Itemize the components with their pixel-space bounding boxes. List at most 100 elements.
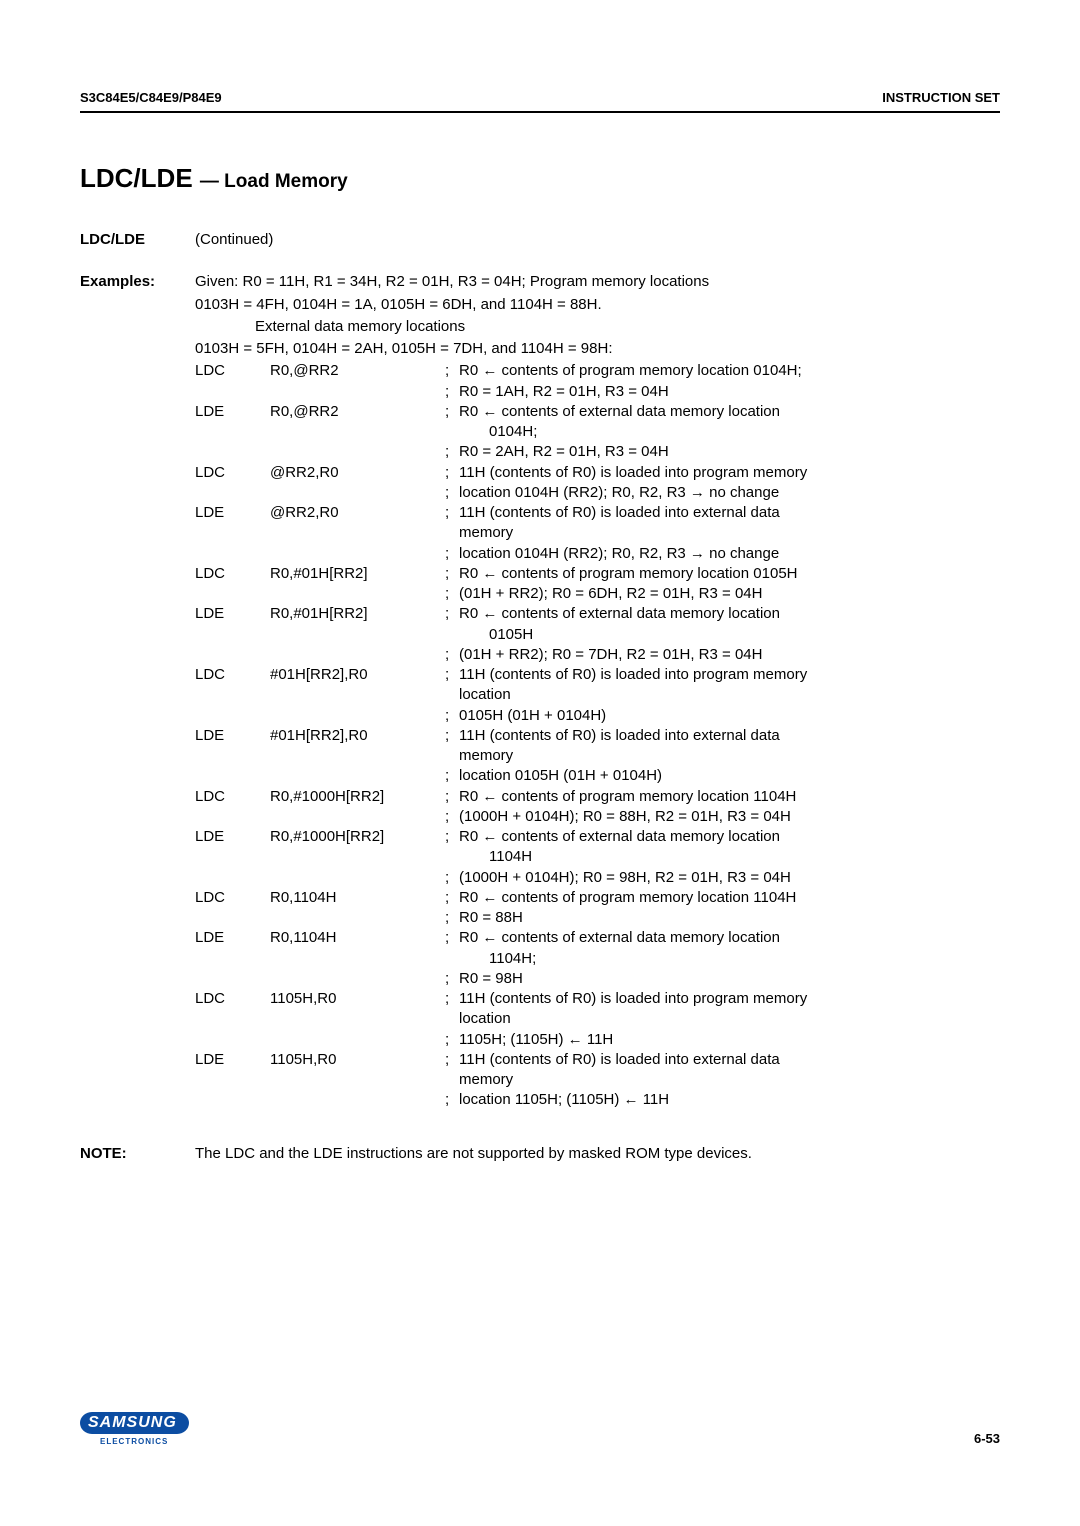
comment-semicolon: ;	[445, 1090, 459, 1110]
comment-semicolon: ;	[445, 442, 459, 462]
comment-semicolon: ;	[445, 1030, 459, 1050]
code-row: memory	[195, 523, 1000, 543]
comment-text: memory	[459, 523, 1000, 543]
header-left: S3C84E5/C84E9/P84E9	[80, 90, 222, 105]
examples-label: Examples:	[80, 272, 195, 292]
comment-text: 11H (contents of R0) is loaded into exte…	[459, 726, 1000, 746]
code-row: LDE#01H[RR2],R0;11H (contents of R0) is …	[195, 726, 1000, 746]
code-row: ;location 0105H (01H + 0104H)	[195, 766, 1000, 786]
section-label: LDC/LDE	[80, 230, 195, 250]
comment-text: R0 ← contents of external data memory lo…	[459, 827, 1000, 847]
given-line-1: 0103H = 4FH, 0104H = 1A, 0105H = 6DH, an…	[195, 295, 1000, 315]
page-number: 6-53	[974, 1431, 1000, 1446]
code-row: LDER0,#01H[RR2];R0 ← contents of externa…	[195, 604, 1000, 624]
comment-text: 11H (contents of R0) is loaded into prog…	[459, 463, 1000, 483]
operand: R0,1104H	[270, 888, 445, 908]
continued-text: (Continued)	[195, 230, 1000, 250]
comment-semicolon: ;	[445, 564, 459, 584]
code-row: ;R0 = 2AH, R2 = 01H, R3 = 04H	[195, 442, 1000, 462]
operand: R0,@RR2	[270, 402, 445, 422]
code-row: LDER0,@RR2;R0 ← contents of external dat…	[195, 402, 1000, 422]
title-sub: — Load Memory	[200, 171, 348, 192]
comment-semicolon: ;	[445, 989, 459, 1009]
comment-text: (1000H + 0104H); R0 = 88H, R2 = 01H, R3 …	[459, 807, 1000, 827]
code-row: 0105H	[195, 625, 1000, 645]
comment-text: R0 = 2AH, R2 = 01H, R3 = 04H	[459, 442, 1000, 462]
operand: R0,1104H	[270, 928, 445, 948]
code-row: ;R0 = 88H	[195, 908, 1000, 928]
code-table: LDCR0,@RR2;R0 ← contents of program memo…	[195, 361, 1000, 1110]
code-row: ;location 0104H (RR2); R0, R2, R3 → no c…	[195, 483, 1000, 503]
comment-text: R0 = 98H	[459, 969, 1000, 989]
comment-semicolon: ;	[445, 402, 459, 422]
code-row: ;(01H + RR2); R0 = 6DH, R2 = 01H, R3 = 0…	[195, 584, 1000, 604]
comment-semicolon: ;	[445, 706, 459, 726]
comment-text: 11H (contents of R0) is loaded into prog…	[459, 989, 1000, 1009]
comment-semicolon: ;	[445, 868, 459, 888]
comment-text: location 0105H (01H + 0104H)	[459, 766, 1000, 786]
comment-semicolon: ;	[445, 787, 459, 807]
comment-semicolon: ;	[445, 665, 459, 685]
code-row: location	[195, 1009, 1000, 1029]
comment-text: 1105H; (1105H) ← 11H	[459, 1030, 1000, 1050]
code-row: ;location 1105H; (1105H) ← 11H	[195, 1090, 1000, 1110]
mnemonic: LDE	[195, 503, 270, 523]
comment-semicolon: ;	[445, 382, 459, 402]
comment-text: R0 = 1AH, R2 = 01H, R3 = 04H	[459, 382, 1000, 402]
comment-text: R0 ← contents of program memory location…	[459, 564, 1000, 584]
comment-text: R0 = 88H	[459, 908, 1000, 928]
comment-text: memory	[459, 746, 1000, 766]
mnemonic: LDE	[195, 726, 270, 746]
code-row: LDER0,1104H;R0 ← contents of external da…	[195, 928, 1000, 948]
comment-semicolon: ;	[445, 766, 459, 786]
title-main: LDC/LDE	[80, 163, 193, 193]
operand: 1105H,R0	[270, 989, 445, 1009]
operand: #01H[RR2],R0	[270, 665, 445, 685]
page-title: LDC/LDE — Load Memory	[80, 163, 1000, 194]
code-row: LDCR0,1104H;R0 ← contents of program mem…	[195, 888, 1000, 908]
comment-text: R0 ← contents of program memory location…	[459, 361, 1000, 381]
comment-semicolon: ;	[445, 908, 459, 928]
comment-text: 1104H;	[459, 949, 1000, 969]
operand: R0,#1000H[RR2]	[270, 827, 445, 847]
comment-text: location 0104H (RR2); R0, R2, R3 → no ch…	[459, 483, 1000, 503]
code-row: ;(1000H + 0104H); R0 = 98H, R2 = 01H, R3…	[195, 868, 1000, 888]
mnemonic: LDE	[195, 604, 270, 624]
comment-text: 1104H	[459, 847, 1000, 867]
page-footer: SAMSUNG ELECTRONICS 6-53	[0, 1412, 1080, 1526]
comment-text: 11H (contents of R0) is loaded into exte…	[459, 503, 1000, 523]
mnemonic: LDE	[195, 1050, 270, 1070]
comment-semicolon: ;	[445, 888, 459, 908]
comment-text: R0 ← contents of external data memory lo…	[459, 402, 1000, 422]
code-row: 1104H;	[195, 949, 1000, 969]
comment-text: memory	[459, 1070, 1000, 1090]
operand: R0,#1000H[RR2]	[270, 787, 445, 807]
comment-semicolon: ;	[445, 544, 459, 564]
given-indent: External data memory locations	[195, 317, 1000, 337]
comment-text: 0104H;	[459, 422, 1000, 442]
comment-semicolon: ;	[445, 361, 459, 381]
comment-text: location	[459, 685, 1000, 705]
comment-semicolon: ;	[445, 928, 459, 948]
code-row: memory	[195, 1070, 1000, 1090]
mnemonic: LDC	[195, 787, 270, 807]
comment-semicolon: ;	[445, 807, 459, 827]
code-row: ;(01H + RR2); R0 = 7DH, R2 = 01H, R3 = 0…	[195, 645, 1000, 665]
code-row: LDC1105H,R0;11H (contents of R0) is load…	[195, 989, 1000, 1009]
given-line-0: Given: R0 = 11H, R1 = 34H, R2 = 01H, R3 …	[195, 272, 1000, 292]
comment-semicolon: ;	[445, 726, 459, 746]
comment-text: (01H + RR2); R0 = 6DH, R2 = 01H, R3 = 04…	[459, 584, 1000, 604]
comment-text: 11H (contents of R0) is loaded into exte…	[459, 1050, 1000, 1070]
code-row: ;R0 = 1AH, R2 = 01H, R3 = 04H	[195, 382, 1000, 402]
code-row: ;R0 = 98H	[195, 969, 1000, 989]
comment-text: R0 ← contents of program memory location…	[459, 888, 1000, 908]
mnemonic: LDC	[195, 665, 270, 685]
comment-text: 11H (contents of R0) is loaded into prog…	[459, 665, 1000, 685]
mnemonic: LDC	[195, 888, 270, 908]
comment-semicolon: ;	[445, 463, 459, 483]
code-row: LDC@RR2,R0;11H (contents of R0) is loade…	[195, 463, 1000, 483]
code-row: ;0105H (01H + 0104H)	[195, 706, 1000, 726]
code-row: LDE@RR2,R0;11H (contents of R0) is loade…	[195, 503, 1000, 523]
comment-text: 0105H (01H + 0104H)	[459, 706, 1000, 726]
comment-text: R0 ← contents of external data memory lo…	[459, 604, 1000, 624]
